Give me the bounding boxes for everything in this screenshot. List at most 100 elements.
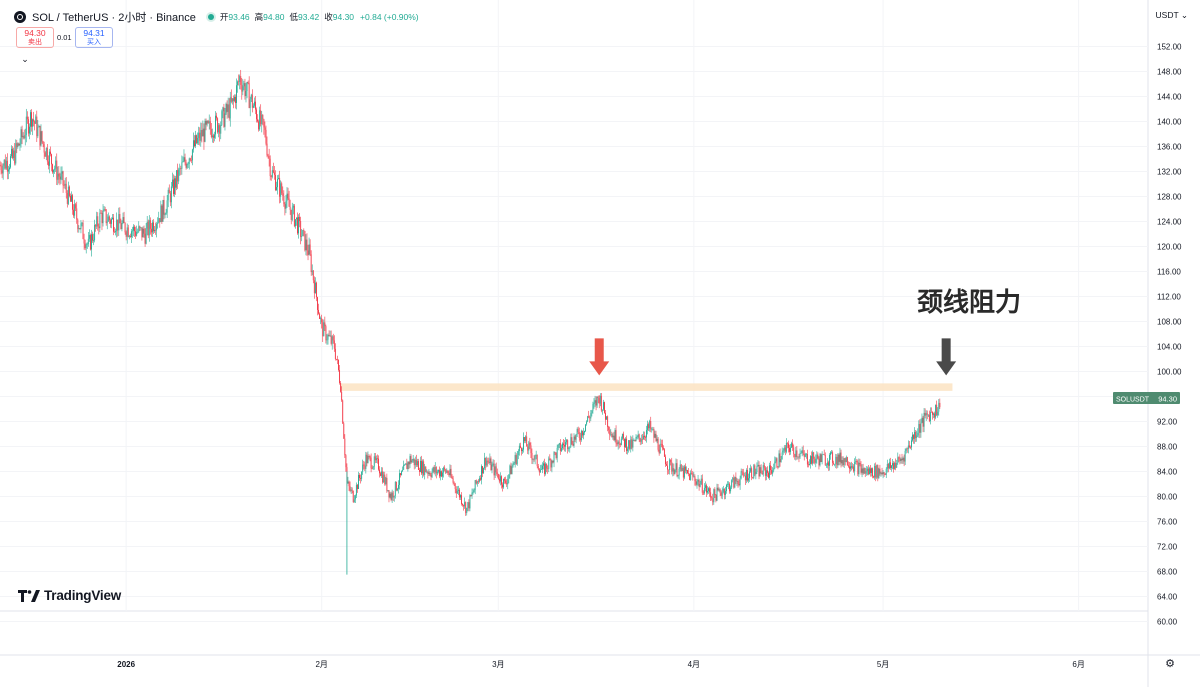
candle	[816, 451, 817, 464]
candle	[537, 454, 538, 468]
candle	[196, 135, 197, 144]
candle	[727, 481, 728, 487]
candle	[275, 170, 276, 191]
y-tick-label: 136.00	[1157, 143, 1182, 152]
candle	[929, 411, 930, 422]
candle	[684, 465, 685, 479]
candle	[197, 132, 198, 144]
tradingview-logo[interactable]: TradingView	[18, 588, 121, 603]
candle	[864, 467, 865, 474]
candle	[169, 184, 170, 193]
candle	[28, 117, 29, 137]
candle	[631, 437, 632, 450]
candle	[222, 107, 223, 119]
buy-button[interactable]: 94.31 买入	[75, 27, 113, 48]
candle	[465, 501, 466, 516]
candle	[247, 82, 248, 98]
candle	[681, 464, 682, 472]
candle	[399, 469, 400, 489]
candle	[790, 444, 791, 455]
candle	[218, 123, 219, 137]
candle	[873, 476, 874, 479]
y-tick-label: 108.00	[1157, 318, 1182, 327]
gear-icon[interactable]: ⚙	[1164, 658, 1176, 670]
candle	[16, 140, 17, 153]
candle	[320, 317, 321, 325]
candle	[935, 405, 936, 420]
candle	[391, 492, 392, 502]
candle	[168, 187, 169, 207]
candle	[652, 427, 653, 431]
candle	[51, 154, 52, 172]
candle	[172, 173, 173, 189]
candle	[507, 475, 508, 489]
candle	[314, 276, 315, 298]
candle	[35, 114, 36, 124]
candle	[508, 474, 509, 483]
candle	[159, 218, 160, 228]
chevron-down-icon[interactable]: ⌄	[18, 52, 32, 66]
candle	[682, 465, 683, 471]
candle	[209, 115, 210, 130]
y-tick-label: 100.00	[1157, 368, 1182, 377]
candle	[561, 445, 562, 452]
candle	[363, 461, 364, 470]
candle	[564, 440, 565, 451]
candle	[823, 454, 824, 455]
candle	[577, 427, 578, 437]
candle	[503, 479, 504, 489]
candle	[592, 402, 593, 414]
candle	[129, 235, 130, 239]
candle	[452, 474, 453, 479]
spread-value: 0.01	[57, 33, 72, 42]
candle	[304, 231, 305, 252]
candle	[441, 470, 442, 477]
candle	[148, 220, 149, 239]
candle	[211, 123, 212, 138]
candle	[271, 175, 272, 181]
market-open-icon	[208, 14, 214, 20]
sell-button[interactable]: 94.30 卖出	[16, 27, 54, 48]
y-tick-label: 64.00	[1157, 593, 1178, 602]
x-tick-label: 2月	[315, 660, 327, 669]
candle	[522, 448, 523, 454]
candle	[708, 487, 709, 494]
candle	[152, 220, 153, 237]
ohlc-open: 开93.46	[220, 11, 250, 23]
candle	[676, 458, 677, 472]
candle	[766, 467, 767, 480]
candle	[760, 465, 761, 477]
price-axis[interactable]: 152.00148.00144.00140.00136.00132.00128.…	[1157, 43, 1182, 627]
candle	[840, 448, 841, 465]
y-tick-label: 120.00	[1157, 243, 1182, 252]
candle	[162, 200, 163, 222]
candle	[706, 484, 707, 497]
candle	[79, 228, 80, 230]
candle	[622, 434, 623, 440]
candle	[660, 439, 661, 454]
candle	[310, 239, 311, 256]
y-tick-label: 116.00	[1157, 268, 1181, 277]
candle	[688, 468, 689, 476]
candle	[417, 459, 418, 467]
candle	[556, 452, 557, 459]
candle	[37, 120, 38, 138]
candle	[113, 214, 114, 235]
candle	[15, 139, 16, 165]
candle	[806, 453, 807, 459]
candle	[695, 479, 696, 487]
candle	[813, 452, 814, 464]
candle	[115, 229, 116, 236]
candle	[240, 70, 241, 90]
candle	[905, 448, 906, 465]
currency-selector[interactable]: USDT ⌄	[1156, 10, 1188, 21]
candle	[932, 411, 933, 419]
candle	[119, 207, 120, 223]
candle	[638, 431, 639, 440]
candle	[59, 173, 60, 185]
symbol-title[interactable]: SOL / TetherUS · 2小时 · Binance	[32, 9, 196, 25]
candle	[143, 226, 144, 237]
